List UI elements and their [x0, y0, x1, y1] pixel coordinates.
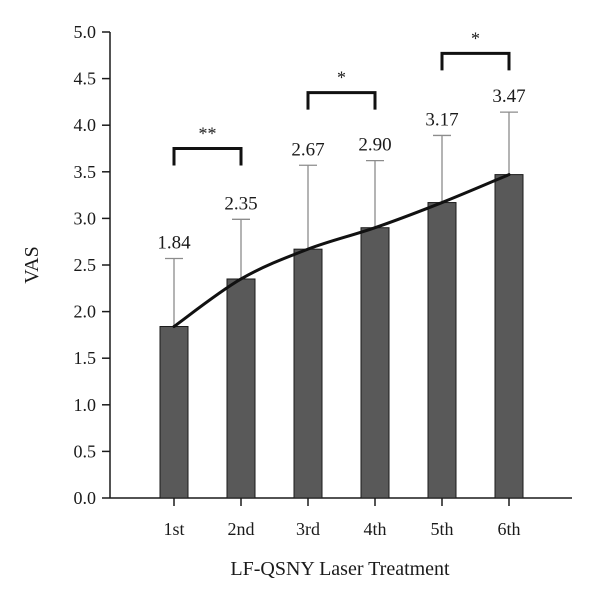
y-tick-label: 4.5 [74, 69, 97, 89]
y-tick-label: 1.0 [74, 395, 97, 415]
y-tick-label: 2.5 [74, 255, 97, 275]
y-tick-label: 5.0 [74, 22, 97, 42]
y-tick-label: 0.0 [74, 488, 97, 508]
significance-brackets: **** [172, 28, 511, 166]
y-axis-title: VAS [21, 246, 43, 283]
bracket-line [172, 147, 243, 166]
y-tick-label: 1.5 [74, 348, 97, 368]
error-bars [165, 111, 518, 327]
significance-label: * [337, 68, 346, 88]
y-tick-label: 3.5 [74, 162, 97, 182]
data-label: 2.35 [224, 193, 257, 214]
y-tick-label: 3.0 [74, 208, 97, 228]
trend-line [172, 173, 511, 329]
data-label: 3.17 [425, 109, 458, 130]
y-tick-label: 2.0 [74, 302, 97, 322]
bar [159, 326, 189, 499]
data-label: 2.67 [291, 139, 324, 160]
significance-label: ** [199, 124, 217, 144]
bracket-line [306, 91, 377, 110]
x-tick-label: 3rd [296, 519, 320, 539]
bar [293, 248, 323, 499]
significance-bracket: * [306, 68, 377, 110]
y-tick-label: 0.5 [74, 441, 97, 461]
data-label: 3.47 [492, 86, 525, 107]
data-label: 1.84 [157, 232, 191, 253]
x-tick-label: 2nd [228, 519, 255, 539]
y-axis: 0.0 0.5 1.0 1.5 2.0 2.5 3.0 3.5 4.0 4.5 5.0 [74, 22, 111, 508]
bar [360, 227, 390, 499]
significance-label: * [471, 28, 480, 48]
data-label: 2.90 [358, 135, 391, 156]
y-tick-label: 4.0 [74, 115, 97, 135]
significance-bracket: * [440, 28, 511, 71]
x-axis-title: LF-QSNY Laser Treatment [230, 558, 450, 580]
trend-line-group [172, 173, 511, 329]
significance-bracket: ** [172, 124, 243, 166]
x-axis: 1st 2nd 3rd 4th 5th 6th [110, 497, 572, 539]
x-tick-label: 4th [363, 519, 386, 539]
bracket-line [440, 51, 511, 71]
bars [159, 174, 524, 499]
bar [494, 174, 524, 499]
x-tick-label: 5th [430, 519, 453, 539]
x-tick-label: 6th [497, 519, 520, 539]
bar [226, 278, 256, 499]
bar [427, 202, 457, 499]
data-labels: 1.84 2.35 2.67 2.90 3.17 3.47 [157, 86, 525, 253]
x-tick-label: 1st [163, 519, 184, 539]
